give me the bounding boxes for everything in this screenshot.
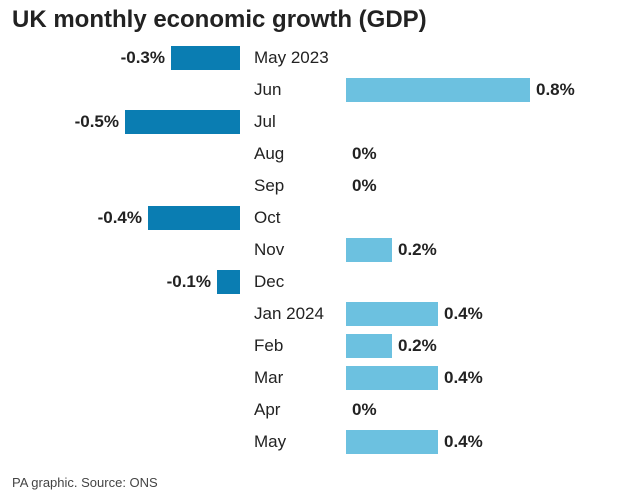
negative-cell: [0, 362, 240, 394]
negative-cell: [0, 298, 240, 330]
month-label: Apr: [254, 394, 346, 426]
positive-cell: 0%: [346, 394, 640, 426]
chart-row: Feb 0.2%: [0, 330, 640, 362]
negative-cell: [0, 234, 240, 266]
positive-cell: [346, 42, 640, 74]
positive-bar: [346, 78, 530, 101]
positive-cell: [346, 266, 640, 298]
value-label: 0%: [352, 400, 377, 420]
value-label: 0.2%: [398, 336, 437, 356]
month-label: Nov: [254, 234, 346, 266]
value-label: 0.8%: [536, 80, 575, 100]
value-label: -0.4%: [98, 208, 142, 228]
month-label: Mar: [254, 362, 346, 394]
negative-bar: [171, 46, 240, 69]
negative-cell: [0, 394, 240, 426]
positive-bar: [346, 430, 438, 453]
chart-rows: -0.3% May 2023Jun 0.8% -0.5% JulAug 0% Sep 0% -0…: [0, 42, 640, 458]
chart-row: Nov 0.2%: [0, 234, 640, 266]
negative-cell: [0, 74, 240, 106]
value-label: 0%: [352, 176, 377, 196]
value-label: -0.1%: [167, 272, 211, 292]
negative-cell: [0, 330, 240, 362]
value-label: 0.4%: [444, 368, 483, 388]
positive-bar: [346, 238, 392, 261]
value-label: 0%: [352, 144, 377, 164]
chart-row: May 0.4%: [0, 426, 640, 458]
chart-row: Mar 0.4%: [0, 362, 640, 394]
chart-row: Jun 0.8%: [0, 74, 640, 106]
month-label: Jun: [254, 74, 346, 106]
chart-row: Sep 0%: [0, 170, 640, 202]
negative-cell: [0, 426, 240, 458]
month-label: May: [254, 426, 346, 458]
positive-cell: 0.4%: [346, 298, 640, 330]
negative-cell: [0, 138, 240, 170]
positive-bar: [346, 366, 438, 389]
chart-row: Apr 0%: [0, 394, 640, 426]
chart-row: -0.3% May 2023: [0, 42, 640, 74]
positive-cell: 0.2%: [346, 330, 640, 362]
positive-cell: [346, 202, 640, 234]
value-label: 0.4%: [444, 432, 483, 452]
month-label: Dec: [254, 266, 346, 298]
chart-title: UK monthly economic growth (GDP): [12, 6, 427, 34]
month-label: Jul: [254, 106, 346, 138]
positive-cell: 0%: [346, 170, 640, 202]
chart-row: -0.4% Oct: [0, 202, 640, 234]
positive-bar: [346, 334, 392, 357]
negative-bar: [217, 270, 240, 293]
month-label: Oct: [254, 202, 346, 234]
value-label: 0.4%: [444, 304, 483, 324]
chart-row: -0.1% Dec: [0, 266, 640, 298]
negative-cell: [0, 170, 240, 202]
negative-cell: -0.3%: [0, 42, 240, 74]
positive-cell: 0.4%: [346, 362, 640, 394]
negative-bar: [148, 206, 240, 229]
negative-cell: -0.5%: [0, 106, 240, 138]
chart-footer: PA graphic. Source: ONS: [12, 475, 158, 490]
positive-cell: 0.4%: [346, 426, 640, 458]
gdp-chart: UK monthly economic growth (GDP) -0.3% Ma…: [0, 0, 640, 500]
month-label: Sep: [254, 170, 346, 202]
month-label: Jan 2024: [254, 298, 346, 330]
positive-cell: 0.8%: [346, 74, 640, 106]
value-label: -0.3%: [121, 48, 165, 68]
negative-cell: -0.1%: [0, 266, 240, 298]
month-label: Feb: [254, 330, 346, 362]
chart-row: Aug 0%: [0, 138, 640, 170]
month-label: May 2023: [254, 42, 346, 74]
positive-bar: [346, 302, 438, 325]
positive-cell: 0.2%: [346, 234, 640, 266]
positive-cell: 0%: [346, 138, 640, 170]
negative-cell: -0.4%: [0, 202, 240, 234]
value-label: -0.5%: [75, 112, 119, 132]
month-label: Aug: [254, 138, 346, 170]
chart-row: -0.5% Jul: [0, 106, 640, 138]
positive-cell: [346, 106, 640, 138]
value-label: 0.2%: [398, 240, 437, 260]
negative-bar: [125, 110, 240, 133]
chart-row: Jan 2024 0.4%: [0, 298, 640, 330]
